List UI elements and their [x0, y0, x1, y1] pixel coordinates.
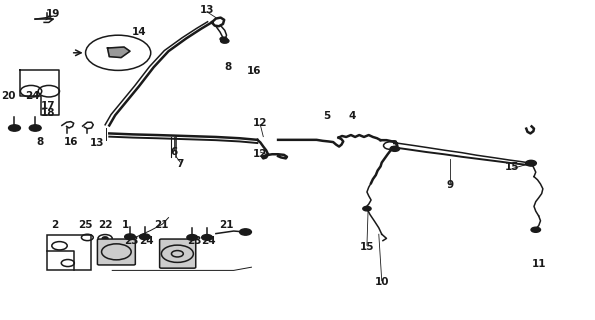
- FancyBboxPatch shape: [159, 239, 196, 268]
- Text: 13: 13: [90, 138, 105, 148]
- Text: 17: 17: [41, 100, 55, 111]
- Circle shape: [531, 227, 540, 232]
- Text: 11: 11: [531, 259, 546, 269]
- Circle shape: [187, 235, 198, 240]
- Text: 3: 3: [390, 140, 397, 150]
- Circle shape: [363, 206, 371, 211]
- Circle shape: [221, 39, 229, 43]
- Text: 15: 15: [360, 242, 374, 252]
- Text: 2: 2: [51, 220, 58, 230]
- Bar: [47, 235, 92, 270]
- Circle shape: [139, 234, 150, 240]
- Text: 12: 12: [253, 118, 268, 128]
- Text: 24: 24: [25, 91, 40, 101]
- Text: 7: 7: [177, 159, 184, 169]
- Text: 21: 21: [220, 220, 234, 230]
- Circle shape: [102, 237, 108, 240]
- Text: 23: 23: [187, 236, 201, 246]
- Circle shape: [526, 160, 536, 166]
- Text: 24: 24: [202, 236, 216, 246]
- Circle shape: [390, 146, 399, 151]
- Text: 4: 4: [349, 111, 356, 121]
- Text: 5: 5: [324, 111, 331, 121]
- Text: 10: 10: [374, 277, 389, 287]
- Text: 18: 18: [41, 108, 55, 118]
- Text: 15: 15: [505, 162, 519, 172]
- Circle shape: [29, 125, 41, 131]
- Text: 20: 20: [1, 91, 16, 101]
- Text: 22: 22: [98, 220, 112, 230]
- Text: 14: 14: [131, 27, 146, 37]
- Circle shape: [8, 125, 20, 131]
- Text: 19: 19: [46, 9, 60, 20]
- Polygon shape: [108, 47, 130, 58]
- FancyBboxPatch shape: [98, 239, 135, 265]
- Circle shape: [240, 229, 252, 235]
- Circle shape: [125, 234, 135, 240]
- Text: 16: 16: [64, 137, 78, 148]
- Circle shape: [202, 235, 212, 240]
- Text: 23: 23: [124, 236, 139, 246]
- Text: 16: 16: [247, 66, 262, 76]
- Text: 12: 12: [253, 148, 268, 159]
- Text: 9: 9: [446, 180, 453, 190]
- Circle shape: [220, 37, 227, 41]
- Text: 13: 13: [200, 5, 214, 15]
- Text: 1: 1: [121, 220, 129, 230]
- Text: 25: 25: [79, 220, 93, 230]
- Text: 21: 21: [154, 220, 168, 230]
- Text: 8: 8: [224, 62, 231, 72]
- Text: 24: 24: [139, 236, 154, 246]
- Text: 6: 6: [171, 147, 178, 157]
- Text: 8: 8: [36, 137, 43, 148]
